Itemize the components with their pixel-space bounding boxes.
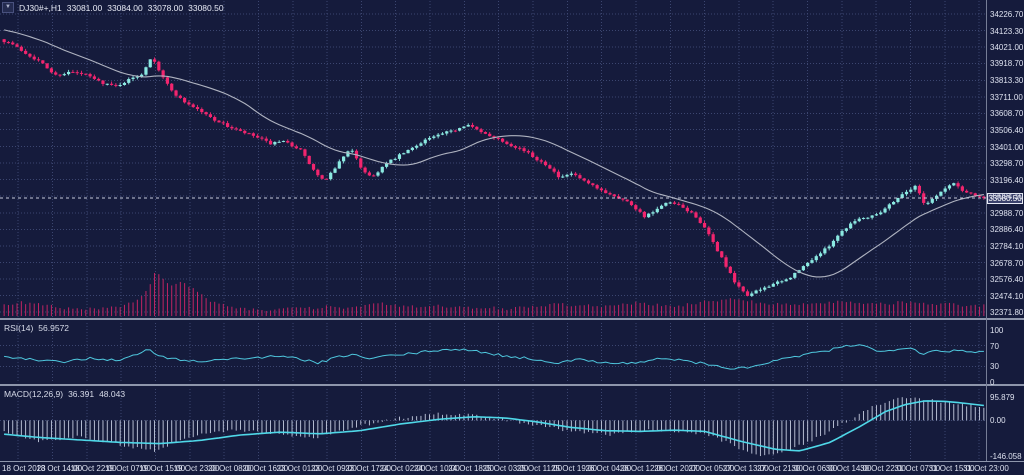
price-tick-label: 33506.40 <box>990 125 1024 135</box>
price-tick-label: 33298.70 <box>990 159 1024 169</box>
rsi-tick-label: 100 <box>990 326 1004 335</box>
macd-tick-label: -146.058 <box>990 452 1022 462</box>
time-tick-label: 25 Oct 19:00 <box>551 464 597 473</box>
time-tick-label: 18 Oct 22:00 <box>70 464 117 473</box>
price-tick-label: 33094.10 <box>990 191 1024 201</box>
price-tick-label: 32576.40 <box>990 275 1024 285</box>
time-tick-label: 24 Oct 18:00 <box>448 464 494 473</box>
time-tick-label: 30 Oct 14:00 <box>825 464 872 473</box>
time-tick-label: 30 Oct 06:00 <box>791 464 838 473</box>
time-tick-label: 26 Oct 12:00 <box>619 464 666 473</box>
time-tick-label: 30 Oct 22:00 <box>860 464 906 473</box>
price-tick-label: 32784.10 <box>990 241 1024 251</box>
price-tick-label: 33196.40 <box>990 175 1024 185</box>
rsi-tick-label: 30 <box>990 362 999 372</box>
symbol-period-label: DJ30#+,H1 <box>19 2 62 13</box>
window-menu-icon[interactable]: ▼ <box>2 2 14 13</box>
time-tick-label: 31 Oct 23:00 <box>962 464 1009 473</box>
time-tick-label: 23 Oct 17:00 <box>345 464 391 473</box>
time-tick-label: 31 Oct 07:00 <box>894 464 941 473</box>
price-tick-label: 33608.70 <box>990 109 1024 119</box>
time-tick-label: 20 Oct 08:00 <box>207 464 254 473</box>
price-axis-line <box>986 0 987 461</box>
price-tick-label: 32371.80 <box>990 308 1024 317</box>
macd-name: MACD(12,26,9) <box>4 389 64 399</box>
time-tick-label: 26 Oct 04:00 <box>585 464 632 473</box>
price-tick-label: 32678.70 <box>990 258 1024 268</box>
time-tick-label: 26 Oct 20:00 <box>654 464 700 473</box>
macd-panel-label: MACD(12,26,9) 36.391 48.043 <box>4 389 125 399</box>
macd-tick-label: 0.00 <box>990 416 1006 426</box>
time-tick-label: 27 Oct 13:00 <box>722 464 769 473</box>
price-tick-label: 34123.30 <box>990 26 1024 36</box>
time-tick-label: 23 Oct 01:00 <box>276 464 323 473</box>
time-tick-label: 20 Oct 16:00 <box>242 464 289 473</box>
quote-open: 33081.00 <box>66 2 103 13</box>
quote-low: 33078.00 <box>147 2 184 13</box>
price-tick-label: 33813.30 <box>990 76 1024 86</box>
quote-close: 33080.50 <box>188 2 224 13</box>
current-price-tag: 33080.50 <box>987 192 1023 204</box>
time-tick-label: 31 Oct 15:00 <box>928 464 975 473</box>
time-tick-label: 24 Oct 02:00 <box>379 464 426 473</box>
price-tick-label: 32474.10 <box>990 291 1024 301</box>
panel-separator-main-rsi[interactable] <box>0 318 1024 320</box>
price-tick-label: 33711.00 <box>990 92 1023 102</box>
chart-title: ▼ DJ30#+,H1 33081.00 33084.00 33078.00 3… <box>2 2 224 13</box>
macd-tick-label: 95.879 <box>990 393 1015 402</box>
time-tick-label: 27 Oct 05:00 <box>688 464 735 473</box>
macd-value-main: 36.391 <box>68 389 95 399</box>
time-tick-label: 19 Oct 23:00 <box>173 464 220 473</box>
price-tick-label: 34021.00 <box>990 43 1024 53</box>
rsi-value: 56.9572 <box>38 323 70 333</box>
time-tick-label: 23 Oct 09:00 <box>310 464 357 473</box>
time-tick-label: 27 Oct 21:00 <box>757 464 803 473</box>
price-tick-label: 33918.70 <box>990 59 1024 69</box>
quote-high: 33084.00 <box>107 2 143 13</box>
time-tick-label: 18 Oct 2023 <box>2 464 46 473</box>
price-tick-label: 32988.70 <box>990 208 1024 218</box>
rsi-panel-label: RSI(14) 56.9572 <box>4 323 69 333</box>
time-tick-label: 25 Oct 11:00 <box>516 464 563 473</box>
macd-value-signal: 48.043 <box>99 389 126 399</box>
time-tick-label: 19 Oct 15:00 <box>139 464 186 473</box>
rsi-name: RSI(14) <box>4 323 34 333</box>
rsi-tick-label: 70 <box>990 341 999 351</box>
time-tick-label: 19 Oct 07:00 <box>104 464 151 473</box>
time-axis-line <box>0 461 1024 462</box>
price-tick-label: 33401.00 <box>990 142 1024 152</box>
rsi-tick-label: 0 <box>990 378 995 387</box>
price-tick-label: 34226.70 <box>990 10 1024 19</box>
time-tick-label: 18 Oct 14:00 <box>36 464 83 473</box>
time-tick-label: 25 Oct 03:00 <box>482 464 529 473</box>
price-tick-label: 32886.40 <box>990 225 1024 235</box>
time-tick-label: 24 Oct 10:00 <box>413 464 460 473</box>
panel-separator-rsi-macd[interactable] <box>0 384 1024 386</box>
